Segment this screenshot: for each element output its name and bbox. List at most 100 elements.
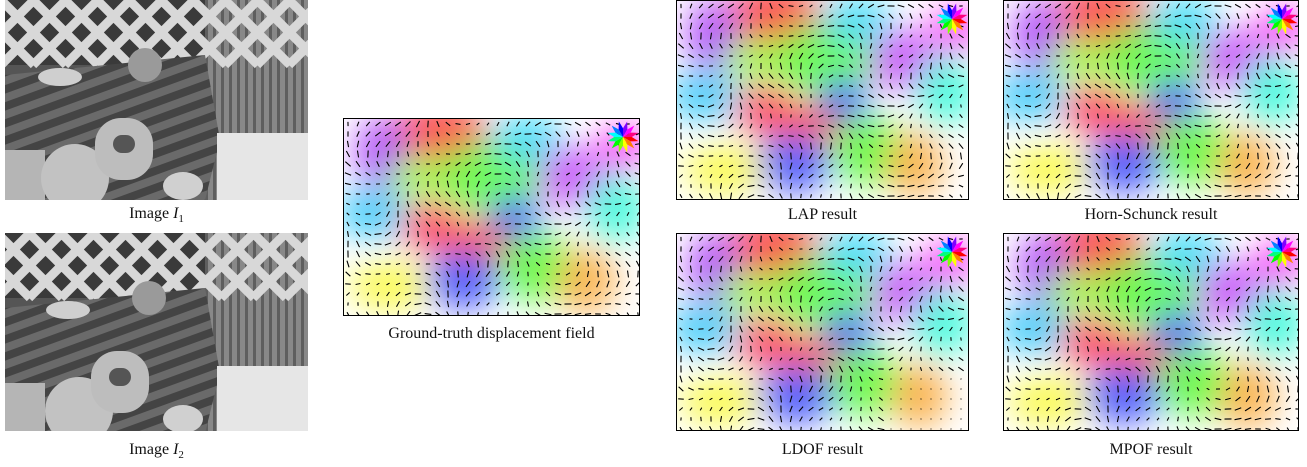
arrow: [708, 126, 715, 127]
arrow: [1026, 86, 1030, 87]
arrow: [366, 204, 370, 205]
arrow: [931, 153, 932, 160]
arrow: [1078, 346, 1079, 352]
arrow: [811, 306, 812, 312]
arrow: [1148, 376, 1149, 383]
arrow: [1288, 104, 1289, 107]
arrow: [1178, 184, 1179, 188]
color-blob: [1045, 271, 1102, 314]
color-blob: [684, 146, 765, 194]
arrow: [588, 232, 589, 237]
arrow: [789, 269, 794, 270]
arrow: [961, 399, 962, 400]
arrow: [1158, 194, 1159, 198]
arrow: [458, 271, 459, 278]
arrow: [1168, 376, 1169, 383]
caption-text: Image: [129, 441, 169, 458]
arrow: [921, 24, 922, 28]
figure: {"figure": { "image1": {"prefix": "Image…: [0, 0, 1307, 467]
arrow: [588, 262, 589, 267]
color-blob: [680, 377, 761, 425]
arrow: [951, 379, 952, 380]
arrow: [455, 254, 460, 255]
letter: [5, 150, 45, 200]
color-layer: [1003, 0, 1299, 200]
arrow: [1248, 347, 1249, 352]
arrow: [791, 153, 792, 160]
arrow: [1116, 269, 1121, 270]
arrow: [478, 191, 479, 197]
arrow: [921, 144, 922, 149]
mpof-field: [1003, 233, 1299, 431]
arrow: [418, 231, 419, 237]
color-blob: [891, 362, 948, 429]
pillow: [38, 68, 82, 86]
subscript: 2: [178, 449, 184, 461]
arrow: [698, 156, 703, 157]
ldof-field: [676, 233, 969, 431]
arrow: [901, 389, 902, 390]
arrow: [921, 257, 922, 261]
arrow: [941, 53, 942, 60]
arrow: [456, 154, 461, 155]
box: [217, 133, 308, 200]
flow-field: [676, 0, 969, 200]
arrow: [1155, 36, 1162, 37]
arrow: [751, 113, 752, 119]
arrow: [1155, 269, 1162, 270]
arrow: [861, 286, 862, 291]
arrow: [801, 63, 802, 70]
arrow: [1026, 299, 1031, 300]
arrow: [699, 66, 704, 67]
arrow: [708, 359, 715, 360]
arrow: [1258, 153, 1259, 160]
color-blob: [886, 130, 943, 197]
arrow: [921, 409, 922, 410]
arrow: [1116, 36, 1121, 37]
arrow: [1128, 194, 1129, 198]
arrow: [788, 136, 793, 137]
arrow: [811, 73, 812, 79]
arrow: [1168, 143, 1169, 150]
color-layer: [676, 233, 969, 431]
arrow: [1076, 146, 1079, 147]
grayscale-image: [5, 0, 308, 200]
letter-a-hole: [113, 135, 135, 153]
arrow: [1025, 156, 1030, 157]
arrow: [878, 359, 884, 360]
arrow: [851, 184, 852, 188]
arrow: [598, 271, 599, 278]
color-blob: [1148, 78, 1201, 121]
arrow: [1118, 347, 1119, 350]
lap-field: [676, 0, 969, 200]
arrow: [941, 286, 942, 293]
arrow: [1248, 124, 1249, 127]
color-blob: [350, 262, 432, 310]
flow-field: [1003, 0, 1299, 200]
letter: [5, 383, 45, 431]
arrow: [628, 222, 629, 225]
arrow: [951, 429, 952, 430]
flow-field: [343, 118, 640, 316]
arrow: [789, 26, 792, 27]
arrow: [588, 242, 589, 245]
arrow: [1178, 376, 1179, 382]
arrow: [1078, 113, 1079, 119]
color-blob: [817, 78, 869, 121]
arrow: [791, 347, 792, 350]
arrow: [699, 86, 703, 87]
arrow: [1116, 26, 1119, 27]
arrow: [921, 399, 922, 400]
flow-field: [1003, 233, 1299, 431]
caption: MPOF result: [1003, 441, 1299, 459]
arrow: [941, 409, 942, 410]
color-blob: [489, 195, 542, 238]
arrow: [851, 376, 852, 382]
arrow: [828, 269, 835, 270]
arrow: [478, 261, 479, 268]
arrow: [788, 369, 793, 370]
ball: [132, 281, 166, 315]
arrow: [921, 347, 922, 352]
arrow: [851, 143, 852, 149]
ball: [128, 48, 162, 82]
